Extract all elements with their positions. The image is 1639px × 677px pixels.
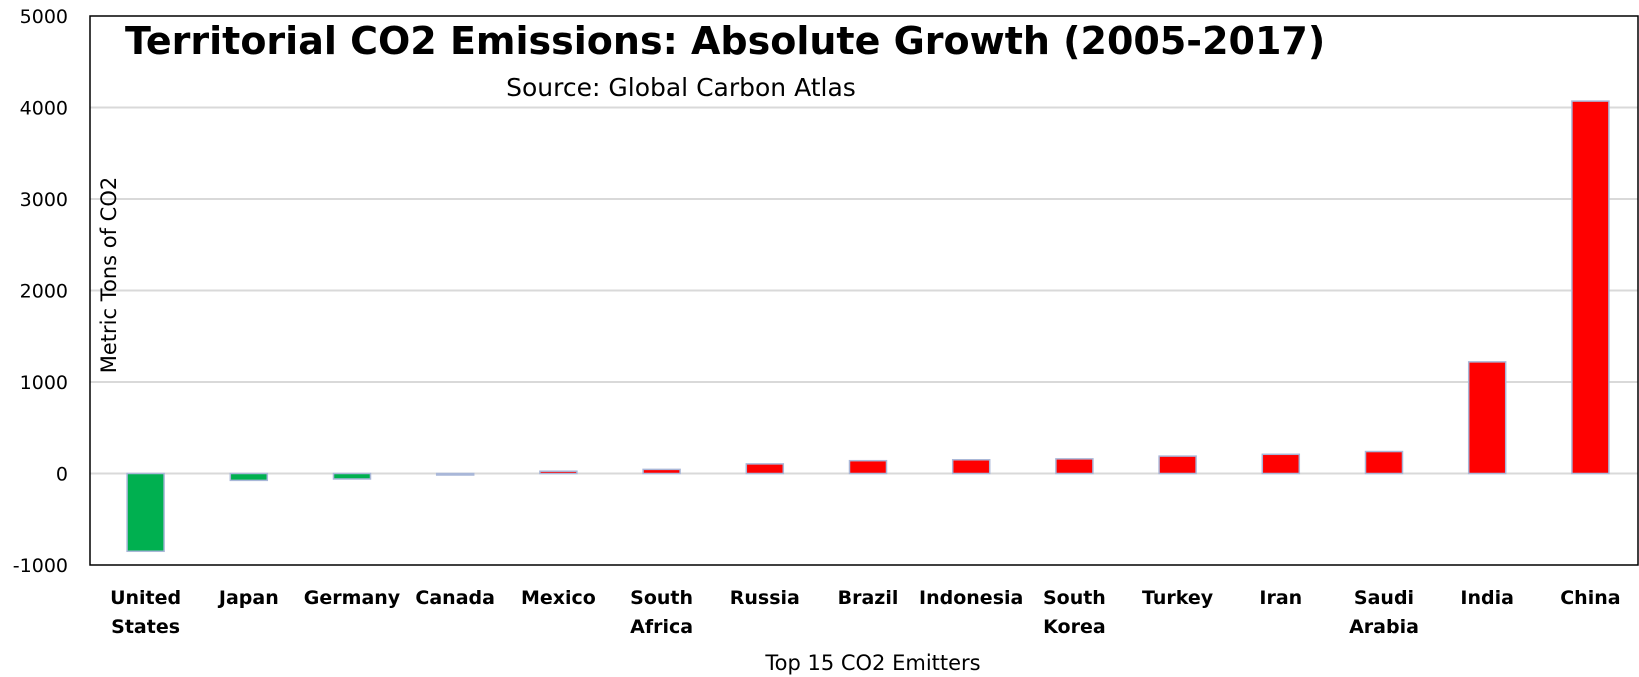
y-tick-labels: -1000 0 1000 2000 3000 4000 5000 [13, 6, 68, 577]
x-category-label: China [1560, 587, 1620, 609]
bar-brazil [848, 459, 888, 475]
x-category-label: Indonesia [919, 587, 1023, 609]
bar-saudi-arabia [1364, 450, 1404, 475]
bar-china [1571, 100, 1610, 475]
bar-mexico [539, 470, 578, 475]
bar-indonesia [951, 459, 991, 475]
y-tick-label: 1000 [20, 372, 68, 394]
bar-japan [229, 472, 269, 482]
bars [126, 100, 1610, 553]
bar-germany [332, 472, 372, 480]
bar-russia [745, 463, 785, 475]
x-category-label: States [111, 616, 180, 638]
y-tick-label: -1000 [13, 555, 68, 577]
bar-turkey [1158, 455, 1197, 475]
x-axis-title: Top 15 CO2 Emitters [764, 651, 980, 675]
bar-south-africa [642, 468, 681, 475]
chart-title: Territorial CO2 Emissions: Absolute Grow… [125, 19, 1325, 63]
x-category-label: Germany [304, 587, 401, 609]
y-tick-label: 2000 [20, 281, 68, 303]
x-category-label: Africa [630, 616, 693, 638]
x-category-label: United [110, 587, 181, 609]
bar-united-states [126, 472, 165, 553]
y-tick-label: 0 [56, 464, 68, 486]
y-tick-label: 4000 [20, 98, 68, 120]
bar-canada [435, 472, 475, 476]
x-category-label: Japan [217, 587, 279, 609]
x-category-label: Arabia [1349, 616, 1419, 638]
x-category-label: Korea [1043, 616, 1106, 638]
x-category-label: Saudi [1354, 587, 1414, 609]
x-category-label: Turkey [1142, 587, 1214, 609]
x-category-label: South [630, 587, 693, 609]
bar-india [1467, 361, 1507, 475]
bar-iran [1261, 453, 1301, 475]
plot-area-frame [89, 15, 1639, 566]
x-category-label: Mexico [521, 587, 596, 609]
chart-subtitle: Source: Global Carbon Atlas [506, 73, 856, 102]
x-category-label: Iran [1259, 587, 1302, 609]
y-tick-label: 5000 [20, 6, 68, 28]
x-category-label: South [1043, 587, 1106, 609]
bar-south-korea [1055, 458, 1094, 475]
x-category-label: Brazil [838, 587, 899, 609]
x-category-label: India [1460, 587, 1514, 609]
y-tick-label: 3000 [20, 189, 68, 211]
y-axis-title: Metric Tons of CO2 [97, 177, 121, 373]
x-category-label: Russia [730, 587, 800, 609]
x-category-labels: United States Japan Germany Canada Mexico Sout… [110, 587, 1620, 638]
gridlines [90, 106, 1638, 475]
x-category-label: Canada [415, 587, 495, 609]
